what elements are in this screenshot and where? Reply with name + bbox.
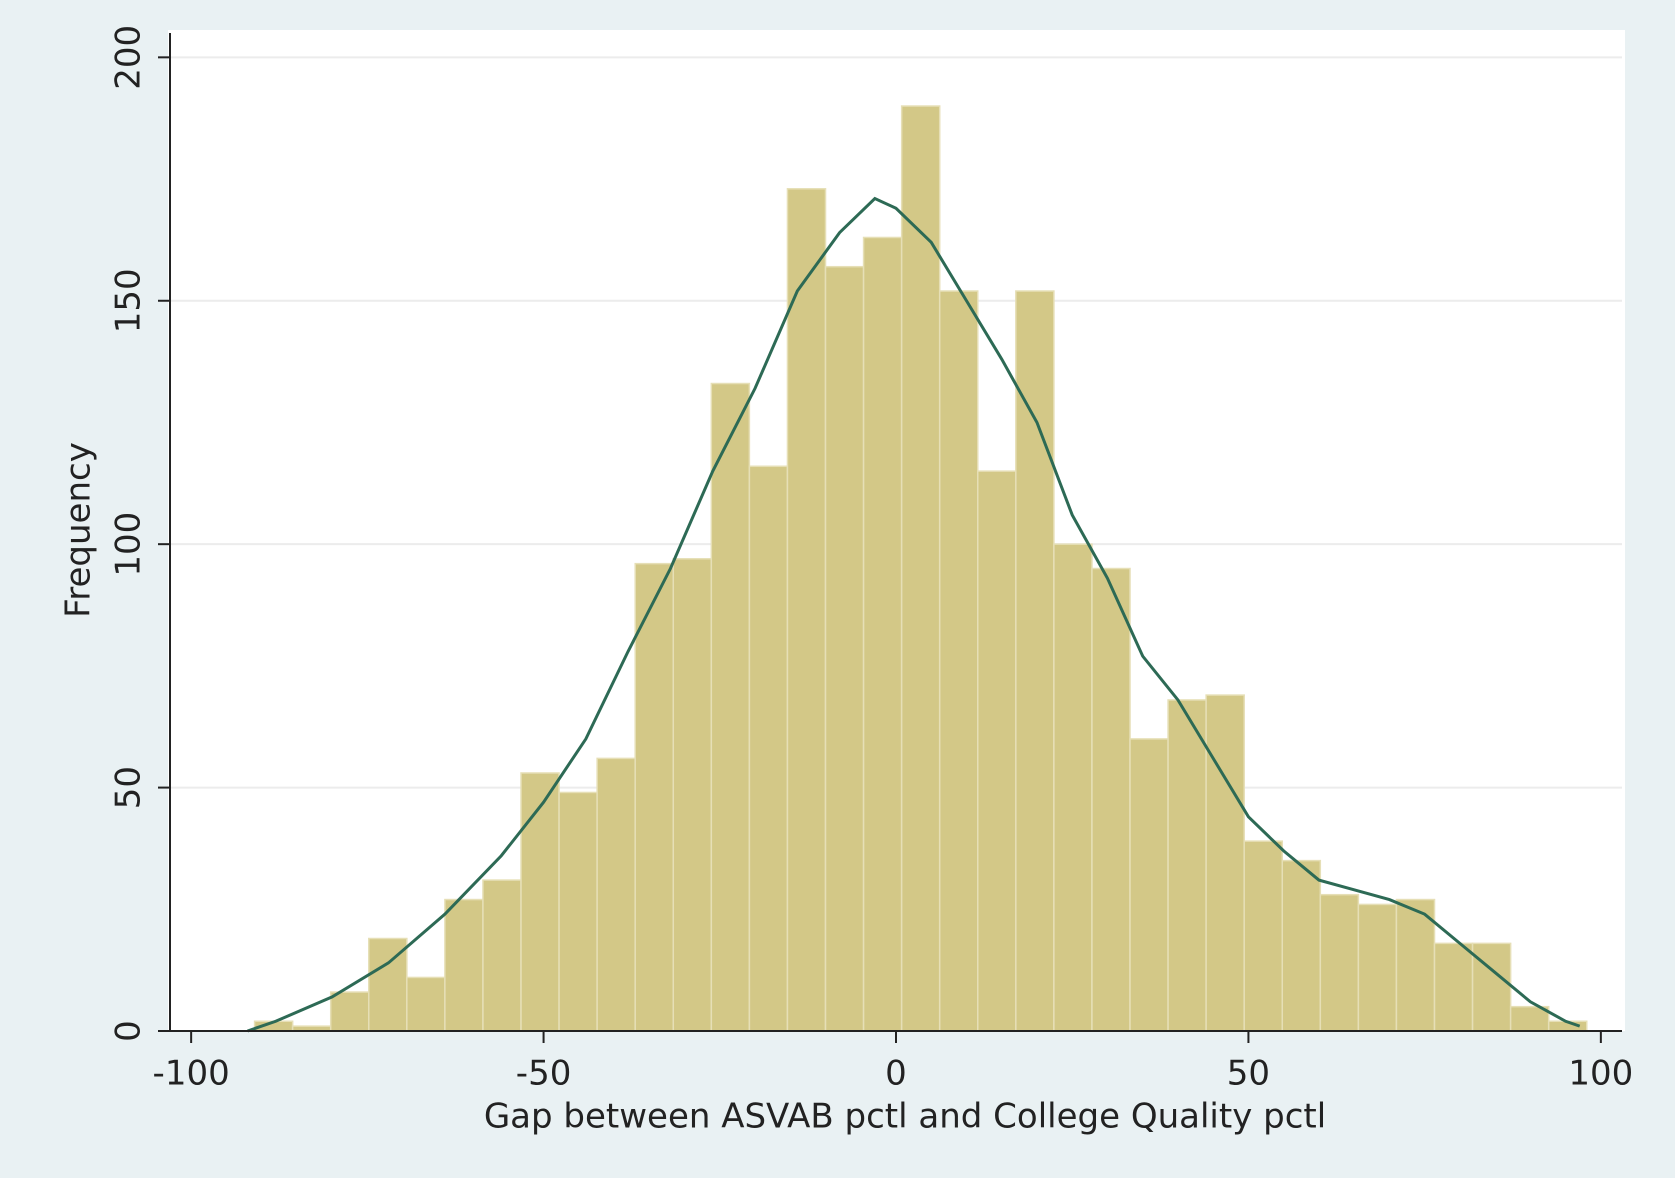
bar	[1357, 903, 1398, 1032]
bar	[1433, 942, 1474, 1032]
x-axis-label: Gap between ASVAB pctl and College Quali…	[484, 1097, 1326, 1137]
bar	[329, 991, 370, 1032]
bar	[1053, 543, 1093, 1032]
bar	[1319, 893, 1360, 1032]
density-curve	[247, 196, 1581, 1033]
y-tick-label: 100	[109, 512, 149, 577]
y-tick-label: 50	[109, 766, 149, 809]
bar	[1129, 738, 1169, 1032]
bar	[710, 382, 751, 1032]
bar	[1471, 942, 1512, 1032]
y-tick-label: 0	[109, 1020, 149, 1042]
bar	[862, 236, 903, 1032]
y-axis-label: Frequency	[59, 442, 99, 618]
bar	[748, 465, 789, 1032]
bar	[634, 562, 675, 1032]
bar	[672, 558, 713, 1032]
bar	[1015, 290, 1055, 1032]
bar	[824, 265, 865, 1032]
x-tick-label: -50	[516, 1054, 572, 1094]
bar	[977, 470, 1017, 1032]
bar	[444, 898, 484, 1032]
bar	[938, 290, 979, 1032]
bar	[482, 879, 522, 1032]
bar	[1091, 567, 1131, 1032]
y-tick-label: 200	[109, 25, 149, 90]
bar	[1205, 694, 1245, 1032]
bar	[520, 772, 560, 1032]
x-tick-label: -100	[153, 1054, 230, 1094]
bar	[406, 976, 446, 1032]
bar	[596, 757, 636, 1032]
y-tick-label: 150	[109, 268, 149, 333]
x-tick-label: 100	[1568, 1054, 1633, 1094]
x-tick-label: 0	[885, 1054, 907, 1094]
bar	[900, 105, 941, 1032]
bar	[1509, 1005, 1550, 1032]
bar	[558, 791, 598, 1032]
bar	[1281, 859, 1322, 1032]
x-tick-label: 50	[1227, 1054, 1270, 1094]
bar	[1243, 840, 1284, 1032]
bar	[1167, 699, 1207, 1032]
bar	[786, 188, 827, 1032]
